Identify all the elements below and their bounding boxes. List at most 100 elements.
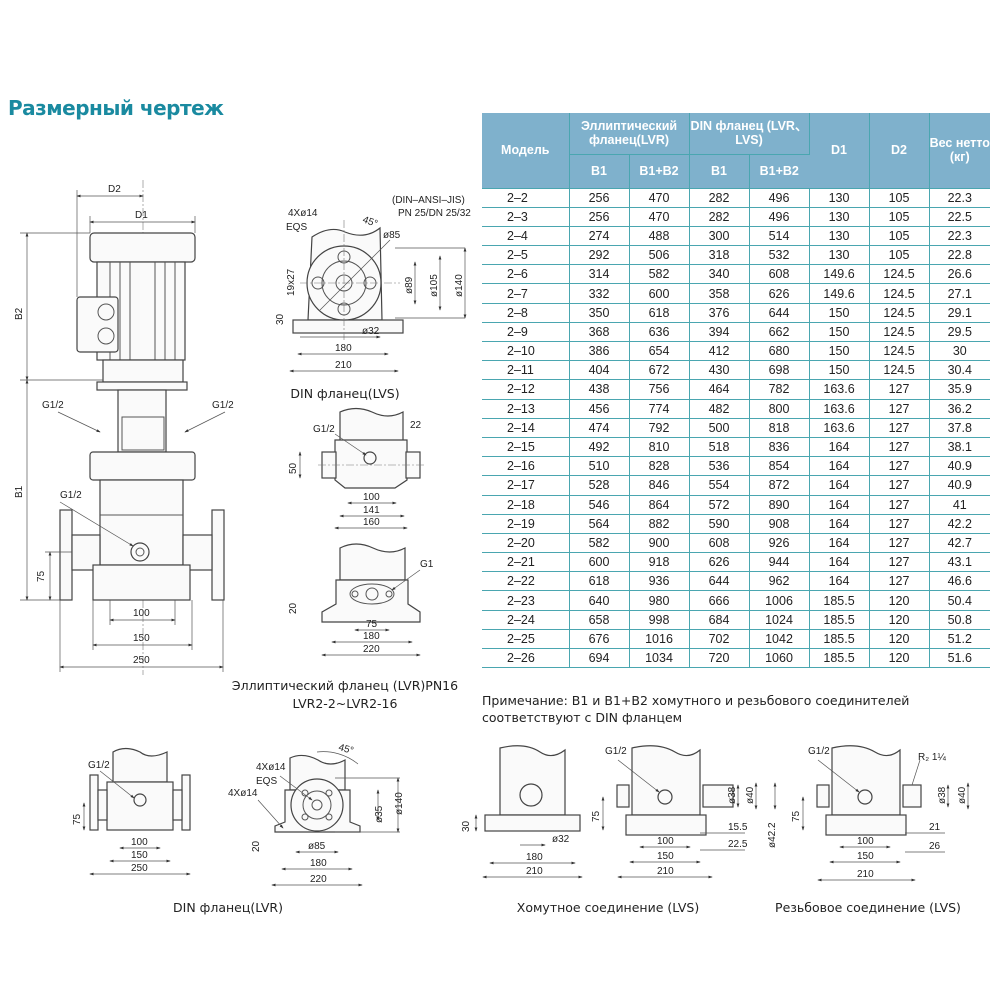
cell-model: 2–5	[482, 245, 570, 266]
cell-d2: 127	[869, 399, 930, 419]
cell-din-b1: 412	[689, 341, 750, 362]
dim-d1: D1	[135, 210, 148, 221]
cell-elliptic-b1b2: 618	[629, 303, 690, 323]
table-row: 2–15 492 810 518 836 164 127 38.1	[482, 437, 991, 458]
cell-din-b1: 376	[689, 303, 750, 323]
table-row: 2–11 404 672 430 698 150 124.5 30.4	[482, 360, 991, 381]
cell-din-b1b2: 908	[749, 514, 810, 534]
din-lvr-holes-1: 4Xø14	[256, 762, 286, 773]
clamp-w210b: 210	[657, 866, 674, 877]
cell-d2: 124.5	[869, 264, 930, 285]
elliptic-flange-drawing: G1/2 22 50 100 141 160 G1 20 75 180 220 …	[232, 407, 458, 711]
din-lvs-drawing: (DIN–ANSI–JIS) PN 25/DN 25/32 4Xø14 EQS …	[275, 195, 471, 401]
cell-elliptic-b1b2: 900	[629, 533, 690, 554]
thread-w150: 150	[857, 851, 874, 862]
din-lvr-g12: G1/2	[88, 760, 110, 771]
cell-weight: 51.2	[929, 629, 991, 650]
table-row: 2–14 474 792 500 818 163.6 127 37.8	[482, 418, 991, 438]
cell-d2: 127	[869, 379, 930, 400]
cell-d2: 120	[869, 610, 930, 630]
clamp-w180: 180	[526, 852, 543, 863]
cell-elliptic-b1: 474	[569, 418, 630, 438]
cell-d2: 127	[869, 456, 930, 477]
thread-d40: ø40	[957, 786, 968, 804]
cell-weight: 30.4	[929, 360, 991, 381]
cell-weight: 29.1	[929, 303, 991, 323]
cell-elliptic-b1: 582	[569, 533, 630, 554]
cell-elliptic-b1b2: 1034	[629, 648, 690, 669]
cell-din-b1: 300	[689, 226, 750, 247]
cell-weight: 35.9	[929, 379, 991, 400]
cell-d1: 150	[809, 322, 870, 343]
cell-din-b1: 684	[689, 610, 750, 630]
cell-din-b1b2: 1042	[749, 629, 810, 650]
cell-elliptic-b1: 256	[569, 207, 630, 227]
cell-d2: 127	[869, 418, 930, 438]
din-lvs-d32: ø32	[362, 326, 380, 337]
cell-elliptic-b1: 314	[569, 264, 630, 285]
cell-model: 2–7	[482, 283, 570, 304]
cell-weight: 26.6	[929, 264, 991, 285]
cell-d1: 149.6	[809, 283, 870, 304]
cell-elliptic-b1b2: 470	[629, 207, 690, 227]
cell-weight: 43.1	[929, 552, 991, 573]
table-row: 2–24 658 998 684 1024 185.5 120 50.8	[482, 610, 991, 630]
elliptic-w180: 180	[363, 631, 380, 642]
cell-elliptic-b1b2: 672	[629, 360, 690, 381]
elliptic-h20: 20	[288, 602, 299, 614]
cell-din-b1b2: 532	[749, 245, 810, 266]
cell-d1: 163.6	[809, 399, 870, 419]
cell-model: 2–6	[482, 264, 570, 285]
clamp-g12: G1/2	[605, 746, 627, 757]
cell-d2: 124.5	[869, 303, 930, 323]
elliptic-g1: G1	[420, 559, 434, 570]
header-model: Модель	[482, 113, 570, 189]
cell-elliptic-b1b2: 1016	[629, 629, 690, 650]
cell-d1: 163.6	[809, 379, 870, 400]
cell-din-b1b2: 662	[749, 322, 810, 343]
cell-din-b1: 318	[689, 245, 750, 266]
din-lvs-pn: PN 25/DN 25/32	[398, 208, 471, 219]
thread-caption: Резьбовое соединение (LVS)	[775, 900, 961, 915]
elliptic-w141: 141	[363, 505, 380, 516]
cell-model: 2–20	[482, 533, 570, 554]
din-lvr-w100: 100	[131, 837, 148, 848]
cell-elliptic-b1b2: 936	[629, 571, 690, 592]
elliptic-w22: 22	[410, 420, 422, 431]
cell-d2: 127	[869, 552, 930, 573]
thread-h75: 75	[791, 810, 802, 822]
din-lvr-w180: 180	[310, 858, 327, 869]
cell-d2: 120	[869, 590, 930, 611]
cell-elliptic-b1: 658	[569, 610, 630, 630]
cell-weight: 22.5	[929, 207, 991, 227]
clamp-connection-drawing: 30 ø32 180 210 G1/2 75 ø38 ø40 ø42.2 15.…	[461, 745, 778, 915]
cell-d1: 150	[809, 360, 870, 381]
cell-din-b1b2: 626	[749, 283, 810, 304]
cell-elliptic-b1: 528	[569, 475, 630, 496]
cell-d1: 150	[809, 303, 870, 323]
din-lvr-holes-2: 4Xø14	[228, 788, 258, 799]
clamp-h30: 30	[461, 820, 472, 832]
din-lvr-d85: ø85	[308, 841, 326, 852]
cell-din-b1: 720	[689, 648, 750, 669]
header-elliptic-flange: Эллиптический фланец(LVR)	[569, 113, 690, 155]
cell-elliptic-b1: 332	[569, 283, 630, 304]
table-row: 2–16 510 828 536 854 164 127 40.9	[482, 456, 991, 477]
cell-elliptic-b1: 386	[569, 341, 630, 362]
cell-model: 2–23	[482, 590, 570, 611]
cell-din-b1b2: 782	[749, 379, 810, 400]
cell-din-b1: 282	[689, 188, 750, 208]
clamp-d40: ø40	[745, 786, 756, 804]
din-lvs-w180: 180	[335, 343, 352, 354]
cell-d1: 164	[809, 514, 870, 534]
cell-d2: 120	[869, 648, 930, 669]
clamp-w225: 22.5	[728, 839, 748, 850]
cell-d2: 105	[869, 245, 930, 266]
cell-din-b1: 464	[689, 379, 750, 400]
cell-din-b1: 482	[689, 399, 750, 419]
cell-weight: 36.2	[929, 399, 991, 419]
cell-model: 2–25	[482, 629, 570, 650]
cell-elliptic-b1: 510	[569, 456, 630, 477]
thread-w210: 210	[857, 869, 874, 880]
table-row: 2–5 292 506 318 532 130 105 22.8	[482, 245, 991, 266]
